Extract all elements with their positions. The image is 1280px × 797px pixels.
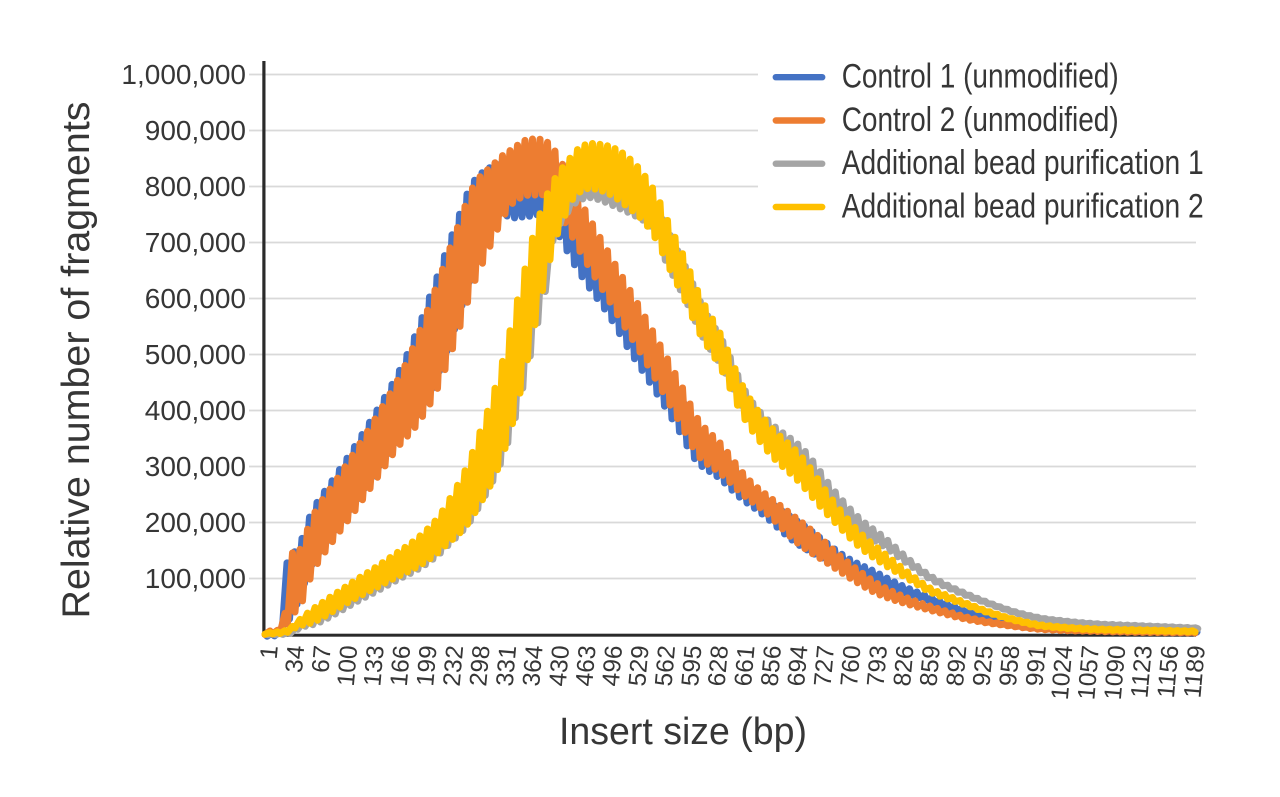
svg-text:727: 727 — [810, 644, 840, 687]
svg-text:1024: 1024 — [1047, 644, 1079, 701]
svg-text:694: 694 — [783, 644, 813, 687]
svg-text:826: 826 — [889, 644, 919, 687]
svg-text:661: 661 — [730, 644, 760, 687]
svg-text:800,000: 800,000 — [145, 171, 246, 202]
svg-text:Control 1 (unmodified): Control 1 (unmodified) — [842, 58, 1119, 96]
svg-text:Relative number of fragments: Relative number of fragments — [55, 102, 98, 619]
svg-text:133: 133 — [359, 644, 389, 687]
svg-text:856: 856 — [757, 644, 787, 687]
svg-text:67: 67 — [307, 644, 336, 674]
svg-text:300,000: 300,000 — [145, 451, 246, 482]
svg-text:430: 430 — [545, 644, 575, 687]
svg-text:900,000: 900,000 — [145, 115, 246, 146]
svg-text:100,000: 100,000 — [145, 563, 246, 594]
svg-text:562: 562 — [651, 644, 681, 687]
svg-text:1057: 1057 — [1073, 644, 1105, 701]
svg-text:Control 2 (unmodified): Control 2 (unmodified) — [842, 101, 1119, 139]
svg-text:232: 232 — [439, 644, 469, 687]
svg-text:364: 364 — [518, 644, 548, 687]
svg-text:760: 760 — [836, 644, 866, 687]
svg-text:1: 1 — [256, 644, 284, 660]
svg-text:100: 100 — [333, 644, 363, 687]
svg-text:298: 298 — [465, 644, 495, 687]
svg-text:Additional bead purification 1: Additional bead purification 1 — [842, 144, 1204, 182]
svg-text:1,000,000: 1,000,000 — [121, 59, 246, 90]
svg-text:958: 958 — [995, 644, 1025, 687]
svg-text:400,000: 400,000 — [145, 395, 246, 426]
svg-text:859: 859 — [915, 644, 945, 687]
svg-text:Insert size (bp): Insert size (bp) — [559, 711, 807, 753]
svg-text:500,000: 500,000 — [145, 339, 246, 370]
svg-text:600,000: 600,000 — [145, 283, 246, 314]
svg-text:529: 529 — [624, 644, 654, 687]
svg-text:166: 166 — [386, 644, 416, 687]
svg-text:793: 793 — [863, 644, 893, 687]
svg-text:1090: 1090 — [1100, 644, 1132, 701]
svg-text:991: 991 — [1021, 644, 1051, 687]
svg-text:628: 628 — [704, 644, 734, 687]
svg-text:34: 34 — [281, 644, 310, 674]
svg-text:463: 463 — [571, 644, 601, 687]
svg-text:1156: 1156 — [1153, 644, 1184, 699]
svg-text:Additional bead purification 2: Additional bead purification 2 — [842, 187, 1204, 225]
svg-text:700,000: 700,000 — [145, 227, 246, 258]
svg-text:200,000: 200,000 — [145, 507, 246, 538]
svg-text:331: 331 — [492, 644, 522, 687]
svg-text:595: 595 — [677, 644, 707, 687]
svg-text:892: 892 — [942, 644, 972, 687]
svg-text:1189: 1189 — [1179, 644, 1210, 699]
svg-text:1123: 1123 — [1126, 644, 1157, 699]
svg-text:925: 925 — [968, 644, 998, 687]
svg-text:496: 496 — [598, 644, 628, 687]
svg-text:199: 199 — [412, 644, 442, 687]
